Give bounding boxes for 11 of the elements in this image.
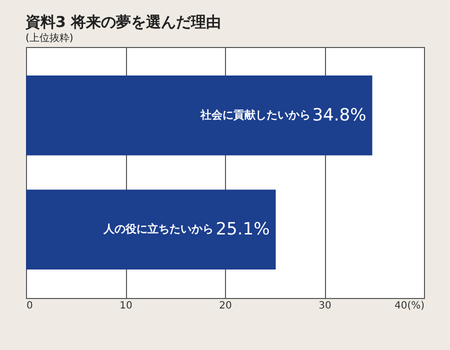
x-tick-label: 10 xyxy=(120,300,132,312)
data-label: 25.1% xyxy=(216,220,270,240)
x-tick-label: 30 xyxy=(318,300,332,312)
x-tick-label: 20 xyxy=(219,300,232,312)
x-tick-label: 0 xyxy=(26,300,33,312)
x-tick-label: 40(%) xyxy=(394,300,425,312)
y-tick-label: 人の役に立ちたいから xyxy=(102,222,214,236)
data-label: 34.8% xyxy=(312,105,366,126)
chart-subtitle: (上位抜粋) xyxy=(26,32,74,44)
chart-title: 資料3 将来の夢を選んだ理由 xyxy=(24,13,222,31)
y-tick-label: 社会に貢献したいから xyxy=(199,108,310,122)
